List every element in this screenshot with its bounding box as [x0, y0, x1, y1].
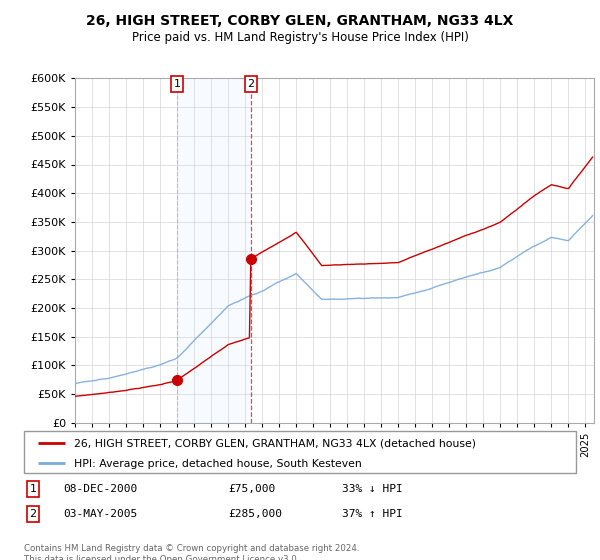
Text: 37% ↑ HPI: 37% ↑ HPI: [342, 509, 403, 519]
Text: 26, HIGH STREET, CORBY GLEN, GRANTHAM, NG33 4LX: 26, HIGH STREET, CORBY GLEN, GRANTHAM, N…: [86, 14, 514, 28]
Text: £75,000: £75,000: [228, 484, 275, 494]
Text: 08-DEC-2000: 08-DEC-2000: [63, 484, 137, 494]
Text: HPI: Average price, detached house, South Kesteven: HPI: Average price, detached house, Sout…: [74, 459, 361, 469]
Text: 2: 2: [29, 509, 37, 519]
Text: £285,000: £285,000: [228, 509, 282, 519]
Text: 1: 1: [29, 484, 37, 494]
Text: 33% ↓ HPI: 33% ↓ HPI: [342, 484, 403, 494]
Text: Contains HM Land Registry data © Crown copyright and database right 2024.
This d: Contains HM Land Registry data © Crown c…: [24, 544, 359, 560]
Text: Price paid vs. HM Land Registry's House Price Index (HPI): Price paid vs. HM Land Registry's House …: [131, 31, 469, 44]
Text: 2: 2: [248, 79, 254, 89]
Text: 03-MAY-2005: 03-MAY-2005: [63, 509, 137, 519]
FancyBboxPatch shape: [24, 431, 576, 473]
Bar: [177, 78, 251, 423]
Text: 1: 1: [173, 79, 181, 89]
Text: 26, HIGH STREET, CORBY GLEN, GRANTHAM, NG33 4LX (detached house): 26, HIGH STREET, CORBY GLEN, GRANTHAM, N…: [74, 439, 476, 449]
